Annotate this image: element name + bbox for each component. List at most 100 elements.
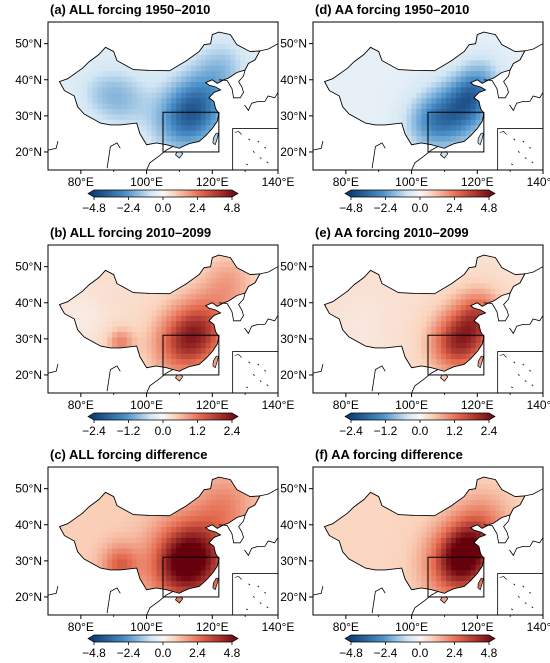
panel-f: (f) AA forcing difference 80°E 100°E 120°E… <box>280 447 550 634</box>
lon-tick-label: 140°E <box>527 175 550 189</box>
colorbar-tick-label: −2.4 <box>117 646 141 660</box>
colorbar-tick-label: −2.4 <box>374 646 398 660</box>
lon-tick-label: 80°E <box>68 175 94 189</box>
colorbar-tick-label: 2.4 <box>189 201 206 215</box>
south-china-sea-inset <box>497 573 544 616</box>
lon-tick-label: 120°E <box>196 398 229 412</box>
lat-tick-label: 30°N <box>280 332 307 346</box>
colorbar-tick-label: 0.0 <box>155 646 172 660</box>
lon-tick-label: 80°E <box>333 175 359 189</box>
hainan-border <box>440 596 449 604</box>
lon-tick-label: 80°E <box>333 620 359 634</box>
hainan-border <box>440 151 449 159</box>
map-frame <box>312 21 544 171</box>
colorbar-row2-left: −2.4 −1.2 0.0 1.2 2.4 <box>82 412 241 438</box>
lon-tick-label: 80°E <box>68 398 94 412</box>
lon-tick-label: 140°E <box>527 620 550 634</box>
lon-tick-label: 120°E <box>196 175 229 189</box>
colorbar-row1-left: −4.8 −2.4 0.0 2.4 4.8 <box>82 189 241 215</box>
colorbar-tick-label: −4.8 <box>82 646 106 660</box>
colorbar-tick-label: 1.2 <box>189 424 206 438</box>
lon-tick-label: 140°E <box>262 175 295 189</box>
lon-tick-label: 120°E <box>461 175 494 189</box>
panel-f-title: (f) AA forcing difference <box>315 447 463 462</box>
lat-tick-label: 50°N <box>15 260 42 274</box>
panel-a-title: (a) ALL forcing 1950–2010 <box>50 2 210 17</box>
colorbar-row2-right: −2.4 −1.2 0.0 1.2 2.4 <box>339 412 498 438</box>
lon-tick-label: 80°E <box>333 398 359 412</box>
lon-tick-label: 100°E <box>130 620 163 634</box>
colorbar-tick-label: −2.4 <box>117 201 141 215</box>
lon-tick-label: 140°E <box>262 398 295 412</box>
map-frame <box>47 244 279 394</box>
lon-tick-label: 120°E <box>461 620 494 634</box>
lat-tick-label: 20°N <box>15 590 42 604</box>
lon-tick-label: 140°E <box>262 620 295 634</box>
colorbar-tick-label: 0.0 <box>412 646 429 660</box>
lon-tick-label: 100°E <box>395 620 428 634</box>
lat-tick-label: 30°N <box>15 554 42 568</box>
hainan-border <box>175 151 184 159</box>
lon-tick-label: 100°E <box>395 398 428 412</box>
colorbar-tick-label: −1.2 <box>117 424 141 438</box>
colorbar-ramp <box>344 634 496 643</box>
colorbar-tick-label: 4.8 <box>224 646 241 660</box>
colorbar-tick-label: 2.4 <box>446 646 463 660</box>
south-china-sea-inset <box>232 128 279 171</box>
lat-tick-label: 30°N <box>15 332 42 346</box>
map-frame <box>312 466 544 616</box>
south-china-sea-inset <box>497 128 544 171</box>
lon-tick-label: 100°E <box>130 175 163 189</box>
colorbar-tick-label: −4.8 <box>82 201 106 215</box>
region-box <box>427 556 485 598</box>
colorbar-ramp <box>344 189 496 198</box>
china-border <box>58 476 261 594</box>
coastlines <box>312 266 544 394</box>
south-china-sea-inset <box>232 351 279 394</box>
lon-tick-label: 120°E <box>461 398 494 412</box>
region-box <box>162 556 220 598</box>
lat-tick-label: 40°N <box>280 73 307 87</box>
colorbar-tick-label: 0.0 <box>412 201 429 215</box>
lat-tick-label: 50°N <box>15 37 42 51</box>
colorbar-tick-label: 2.4 <box>224 424 241 438</box>
panel-e: (e) AA forcing 2010–2099 80°E 100°E 120°E 1… <box>280 225 550 412</box>
lat-tick-label: 50°N <box>280 260 307 274</box>
colorbar-tick-label: 2.4 <box>481 424 498 438</box>
colorbar-tick-label: −4.8 <box>339 646 363 660</box>
map-frame <box>47 466 279 616</box>
colorbar-tick-label: 4.8 <box>481 646 498 660</box>
lat-tick-label: 50°N <box>280 482 307 496</box>
coastlines <box>47 43 279 171</box>
south-china-sea-inset <box>497 351 544 394</box>
china-border <box>58 254 261 372</box>
panel-c: (c) ALL forcing difference 80°E 100°E 120°… <box>15 447 294 634</box>
south-china-sea-inset <box>232 573 279 616</box>
colorbar-row1-right: −4.8 −2.4 0.0 2.4 4.8 <box>339 189 498 215</box>
lat-tick-label: 20°N <box>280 145 307 159</box>
lat-tick-label: 30°N <box>280 554 307 568</box>
panel-d: (d) AA forcing 1950–2010 80°E 100°E 120°E 1… <box>280 2 550 189</box>
lon-tick-label: 140°E <box>527 398 550 412</box>
lat-tick-label: 50°N <box>15 482 42 496</box>
china-border <box>58 31 261 149</box>
coastlines <box>47 488 279 616</box>
colorbar-tick-label: 4.8 <box>224 201 241 215</box>
panel-b: (b) ALL forcing 2010–2099 80°E 100°E 120°E… <box>15 225 294 412</box>
colorbar-row3-right: −4.8 −2.4 0.0 2.4 4.8 <box>339 634 498 660</box>
lat-tick-label: 20°N <box>280 590 307 604</box>
china-border <box>323 31 526 149</box>
panel-a: (a) ALL forcing 1950–2010 80°E 100°E 120°E… <box>15 2 294 189</box>
hainan-border <box>175 596 184 604</box>
colorbar-tick-label: −2.4 <box>339 424 363 438</box>
colorbar-row3-left: −4.8 −2.4 0.0 2.4 4.8 <box>82 634 241 660</box>
colorbar-tick-label: −4.8 <box>339 201 363 215</box>
panel-c-title: (c) ALL forcing difference <box>50 447 207 462</box>
coastlines <box>312 488 544 616</box>
lat-tick-label: 20°N <box>15 145 42 159</box>
colorbar-tick-label: −2.4 <box>374 201 398 215</box>
colorbar-tick-label: 2.4 <box>189 646 206 660</box>
lon-tick-label: 100°E <box>130 398 163 412</box>
hainan-border <box>175 374 184 382</box>
